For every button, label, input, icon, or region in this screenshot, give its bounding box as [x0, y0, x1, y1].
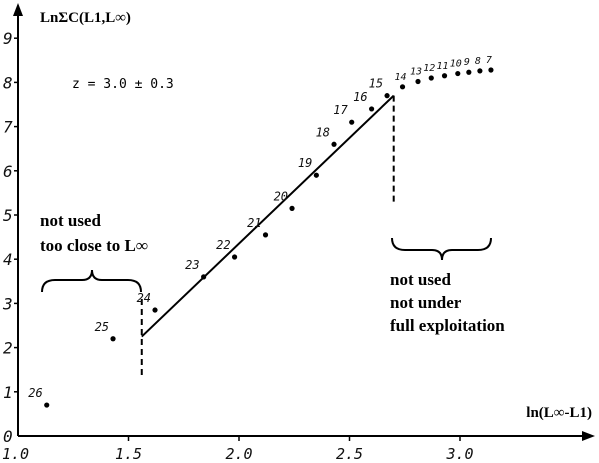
- x-axis-label: ln(L∞-L1): [526, 405, 592, 421]
- right-note-line-1: not used: [390, 270, 451, 289]
- x-tick-label: 2.0: [225, 445, 252, 463]
- x-tick-label: 2.5: [336, 445, 363, 463]
- data-point-24: [152, 307, 158, 313]
- data-point-21: [262, 232, 269, 238]
- y-tick-label: 0: [3, 427, 13, 446]
- y-tick-label: 5: [3, 206, 13, 225]
- y-tick-label: 8: [3, 73, 13, 92]
- right-brace: [391, 237, 492, 261]
- data-point-label-17: 17: [333, 103, 348, 117]
- data-point-label-9: 9: [464, 57, 470, 68]
- data-point-label-21: 21: [247, 216, 261, 230]
- left-brace: [41, 269, 142, 293]
- right-note-line-2: not under: [390, 293, 462, 312]
- y-tick-label: 2: [3, 339, 13, 358]
- data-point-20: [289, 205, 295, 211]
- y-tick-label: 9: [3, 29, 13, 48]
- data-point-15: [384, 93, 390, 99]
- y-ticks: 0 1 2 3 4 5 6 7 8 9: [2, 29, 18, 446]
- x-tick-label: 1.0: [2, 445, 29, 463]
- data-point-label-22: 22: [216, 238, 230, 252]
- data-point-label-7: 7: [486, 55, 492, 66]
- x-axis-arrow-icon: [582, 431, 595, 441]
- x-ticks: 1.0 1.5 2.0 2.5 3.0: [2, 436, 474, 463]
- y-axis-label: LnΣC(L1,L∞): [40, 10, 131, 26]
- y-tick-label: 1: [3, 383, 13, 402]
- data-point-label-13: 13: [410, 67, 422, 78]
- data-point-16: [369, 106, 375, 112]
- data-point-label-10: 10: [450, 59, 462, 70]
- data-point-14: [399, 84, 406, 90]
- data-point-13: [415, 78, 421, 85]
- data-point-label-18: 18: [316, 125, 330, 139]
- data-point-label-8: 8: [475, 56, 481, 67]
- data-point-label-19: 19: [298, 156, 312, 170]
- data-point-label-23: 23: [185, 258, 199, 272]
- y-tick-label: 4: [3, 250, 13, 269]
- data-point-25: [110, 336, 116, 342]
- data-point-23: [201, 274, 207, 280]
- data-point-22: [231, 254, 238, 260]
- data-point-12: [428, 75, 434, 81]
- data-point-17: [349, 119, 355, 125]
- data-point-10: [455, 70, 461, 77]
- data-point-label-16: 16: [353, 90, 367, 104]
- x-tick-label: 1.5: [115, 445, 142, 463]
- data-point-18: [331, 141, 337, 147]
- data-point-26: [44, 402, 50, 408]
- data-point-label-12: 12: [423, 63, 435, 74]
- data-point-label-24: 24: [137, 291, 151, 305]
- data-point-8: [477, 68, 483, 74]
- y-tick-label: 3: [2, 294, 13, 313]
- data-point-9: [466, 69, 472, 75]
- y-axis-arrow-icon: [13, 3, 23, 16]
- regression-line: [141, 94, 395, 338]
- data-point-label-11: 11: [437, 61, 449, 72]
- data-point-label-26: 26: [28, 386, 42, 400]
- data-point-label-14: 14: [395, 72, 407, 83]
- z-annotation: z = 3.0 ± 0.3: [72, 77, 174, 92]
- data-point-label-25: 25: [95, 320, 109, 334]
- data-point-label-15: 15: [369, 77, 383, 91]
- data-point-7: [488, 67, 494, 73]
- x-tick-label: 3.0: [445, 445, 473, 463]
- left-note-line-1: not used: [40, 211, 101, 230]
- right-note-line-3: full exploitation: [390, 316, 505, 335]
- data-point-label-20: 20: [274, 189, 288, 203]
- data-point-19: [313, 172, 319, 178]
- y-tick-label: 7: [3, 118, 13, 137]
- left-note-line-2: too close to L∞: [40, 236, 148, 255]
- data-point-11: [441, 73, 448, 79]
- y-tick-label: 6: [3, 162, 13, 181]
